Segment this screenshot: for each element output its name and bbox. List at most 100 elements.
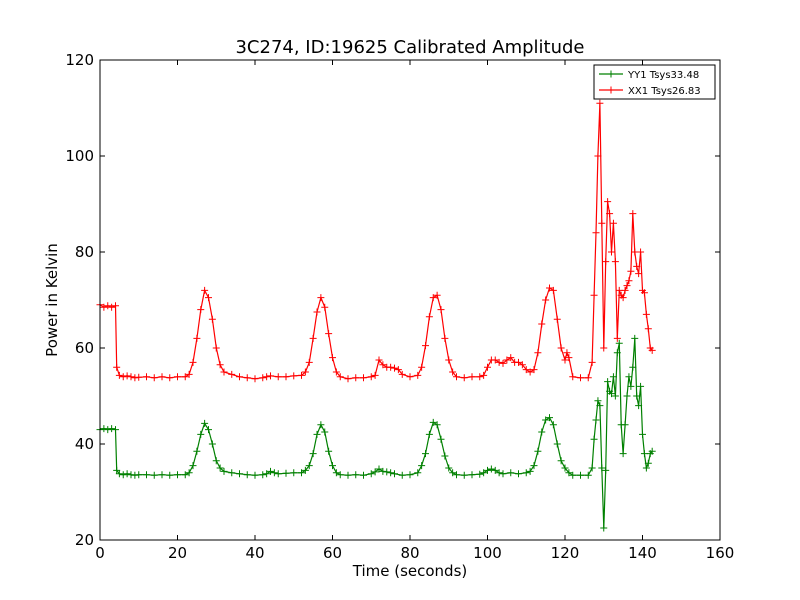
- data-point: [507, 469, 515, 477]
- data-point: [290, 469, 298, 477]
- data-point: [259, 374, 267, 382]
- data-point: [375, 356, 383, 364]
- data-point: [263, 470, 271, 478]
- data-point: [515, 358, 522, 366]
- data-point: [371, 371, 379, 379]
- data-point: [441, 334, 449, 342]
- data-point: [367, 470, 375, 478]
- y-tick-label: 100: [65, 147, 94, 165]
- data-point: [596, 402, 604, 410]
- data-point: [406, 471, 414, 479]
- data-point: [387, 469, 395, 477]
- data-point: [127, 373, 135, 381]
- data-point: [590, 291, 598, 299]
- data-point: [282, 373, 290, 381]
- data-point: [606, 210, 614, 218]
- data-point: [189, 358, 197, 366]
- data-point: [611, 258, 619, 266]
- data-point: [584, 471, 592, 479]
- x-tick-label: 120: [551, 544, 580, 562]
- data-point: [119, 373, 127, 381]
- data-point: [613, 349, 621, 357]
- data-point: [588, 464, 596, 472]
- data-point: [321, 303, 329, 311]
- data-point: [325, 447, 333, 455]
- data-point: [633, 392, 641, 400]
- data-point: [453, 471, 460, 479]
- x-tick-label: 140: [628, 544, 657, 562]
- data-point: [352, 374, 360, 382]
- data-point: [530, 366, 538, 374]
- data-point: [588, 358, 596, 366]
- x-tick-label: 20: [168, 544, 187, 562]
- legend: YY1 Tsys33.48 XX1 Tsys26.83: [593, 64, 716, 100]
- data-point: [317, 421, 325, 429]
- data-point: [267, 467, 274, 475]
- data-point: [491, 356, 499, 364]
- data-point: [228, 469, 236, 477]
- data-point: [637, 248, 645, 256]
- data-point: [429, 418, 437, 426]
- data-point: [391, 470, 398, 478]
- data-point: [515, 470, 522, 478]
- data-point: [602, 466, 610, 474]
- data-point: [414, 371, 422, 379]
- data-point: [422, 342, 429, 350]
- data-point: [429, 294, 437, 302]
- data-point: [197, 430, 205, 438]
- data-point: [305, 462, 313, 470]
- data-point: [460, 471, 468, 479]
- data-point: [189, 462, 197, 470]
- data-point: [336, 471, 344, 479]
- legend-label: XX1 Tsys26.83: [628, 86, 701, 97]
- data-point: [387, 363, 395, 371]
- series-1: [96, 334, 656, 532]
- data-point: [119, 471, 127, 479]
- x-tick-label: 40: [245, 544, 264, 562]
- data-point: [212, 344, 220, 352]
- data-point: [598, 464, 606, 472]
- data-point: [546, 284, 553, 292]
- data-point: [113, 363, 121, 371]
- data-point: [236, 373, 243, 381]
- data-point: [623, 282, 631, 290]
- data-point: [553, 440, 561, 448]
- data-point: [329, 462, 336, 470]
- data-point: [648, 447, 656, 455]
- data-point: [309, 450, 317, 458]
- data-point: [414, 469, 422, 477]
- data-point: [631, 334, 639, 342]
- data-point: [561, 464, 569, 472]
- data-point: [522, 469, 530, 477]
- data-point: [526, 467, 534, 475]
- data-point: [383, 468, 391, 476]
- data-point: [305, 358, 313, 366]
- data-point: [243, 471, 251, 479]
- data-point: [371, 468, 379, 476]
- data-point: [243, 374, 251, 382]
- data-point: [418, 363, 426, 371]
- data-point: [468, 471, 476, 479]
- y-tick-label: 60: [75, 339, 94, 357]
- data-point: [598, 219, 606, 227]
- data-point: [115, 371, 123, 379]
- data-point: [181, 373, 189, 381]
- data-point: [563, 349, 571, 357]
- data-point: [208, 440, 216, 448]
- data-point: [577, 471, 584, 479]
- data-point: [530, 462, 538, 470]
- data-point: [445, 356, 453, 364]
- data-point: [228, 370, 236, 378]
- data-point: [259, 471, 267, 479]
- data-point: [609, 373, 617, 381]
- data-point: [201, 286, 209, 294]
- x-tick-label: 80: [400, 544, 419, 562]
- data-point: [375, 465, 383, 473]
- data-point: [468, 373, 476, 381]
- data-point: [123, 372, 131, 380]
- data-point: [619, 294, 627, 302]
- legend-entries: YY1 Tsys33.48 XX1 Tsys26.83: [599, 70, 701, 97]
- series-2: [96, 99, 656, 383]
- data-point: [480, 371, 488, 379]
